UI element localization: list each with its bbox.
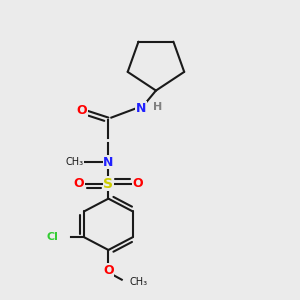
Text: H: H (153, 102, 162, 112)
Text: O: O (103, 264, 114, 277)
Text: N: N (136, 102, 146, 115)
Text: CH₃: CH₃ (129, 278, 147, 287)
Text: S: S (103, 177, 113, 191)
Text: CH₃: CH₃ (65, 157, 83, 167)
Text: O: O (76, 104, 87, 117)
Text: O: O (133, 177, 143, 190)
Text: O: O (74, 177, 84, 190)
Text: N: N (103, 156, 114, 169)
Text: Cl: Cl (47, 232, 59, 242)
